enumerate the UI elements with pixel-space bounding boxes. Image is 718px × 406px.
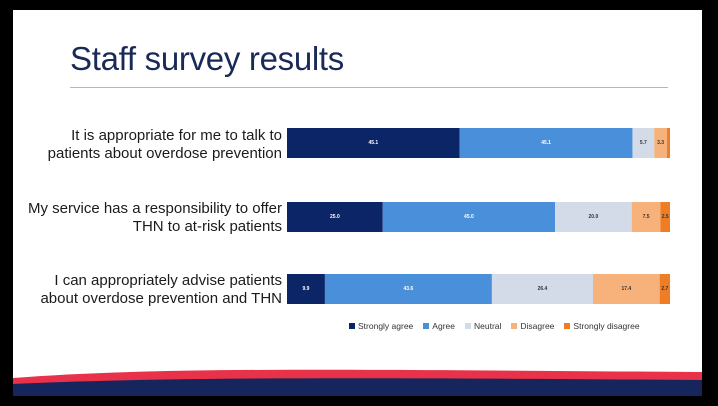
category-label-3-line-1: I can appropriately advise patients [54,272,282,289]
bar-data-label: 45.1 [541,140,551,146]
bar-data-label: 45.0 [464,214,474,220]
category-label-3: I can appropriately advise patients abou… [13,272,282,308]
legend-label: Neutral [473,321,502,331]
category-label-3-line-2: about overdose prevention and THN [40,290,282,307]
bar-data-label: 26.4 [538,286,548,292]
bar-segment-q1-neutral [632,128,655,158]
legend-item-neutral: Neutral [464,321,502,331]
bar-segment-q3-strongly-agree [287,274,325,304]
bar-data-label: 9.9 [302,286,309,292]
legend-item-agree: Agree [423,321,455,331]
legend-swatch [564,323,571,329]
legend-swatch [511,323,518,329]
presentation-slide: Staff survey results It is appropriate f… [13,10,702,396]
bar-segment-q3-disagree [593,274,660,304]
legend-label: Agree [432,321,455,331]
legend-swatch [464,323,471,329]
bar-segment-q2-neutral [555,202,632,232]
bar-data-label: 7.5 [643,214,650,220]
bar-segment-q3-strongly-disagree [659,274,670,304]
bar-segment-q2-agree [382,202,556,232]
bar-segment-q3-agree [324,274,492,304]
legend-label: Disagree [520,321,555,331]
bar-segment-q3-neutral [491,274,594,304]
legend-item-strongly-disagree: Strongly disagree [564,321,640,331]
footer-wave-decoration [13,369,702,396]
bar-data-label: 3.3 [657,140,664,146]
bar-data-label: 45.1 [368,140,378,146]
bar-segment-q2-strongly-disagree [660,202,670,232]
legend-label: Strongly disagree [573,321,640,331]
legend-swatch [423,323,430,329]
bar-segment-q2-disagree [631,202,661,232]
category-label-1-line-2: patients about overdose prevention [47,145,282,162]
category-label-2-line-1: My service has a responsibility to offer [28,200,282,217]
bar-data-label: 25.0 [330,214,340,220]
bar-data-label: 5.7 [640,140,647,146]
bar-segment-q1-agree [459,128,633,158]
legend-swatch [349,323,355,329]
bar-data-label: 17.4 [621,286,631,292]
category-label-2-line-2: THN to at-risk patients [132,218,282,235]
bar-data-label: 43.6 [404,286,414,292]
stacked-bar-chart: 45.1 45.1 5.7 3.3 25.0 45.0 20.0 7.5 2.5 9.9 43.6 2… [287,128,670,304]
legend-item-strongly-agree: Strongly agree [349,321,413,331]
bar-segment-q1-strongly-agree [287,128,460,158]
category-label-1: It is appropriate for me to talk to pati… [13,127,282,163]
bar-segment-q1-disagree [654,128,667,158]
category-label-1-line-1: It is appropriate for me to talk to [71,127,282,144]
bar-data-label: 2.7 [661,286,668,292]
chart-legend: Strongly agree Agree Neutral Disagree Strong… [349,321,640,331]
bar-segment-q1-strongly-disagree [666,128,670,158]
bar-segment-q2-strongly-agree [287,202,383,232]
bar-data-label: 2.5 [662,214,669,220]
slide-title: Staff survey results [70,40,345,77]
bar-data-label: 20.0 [589,214,599,220]
legend-item-disagree: Disagree [511,321,554,331]
title-divider [70,87,668,88]
legend-label: Strongly agree [358,321,414,331]
category-label-2: My service has a responsibility to offer… [13,200,282,236]
